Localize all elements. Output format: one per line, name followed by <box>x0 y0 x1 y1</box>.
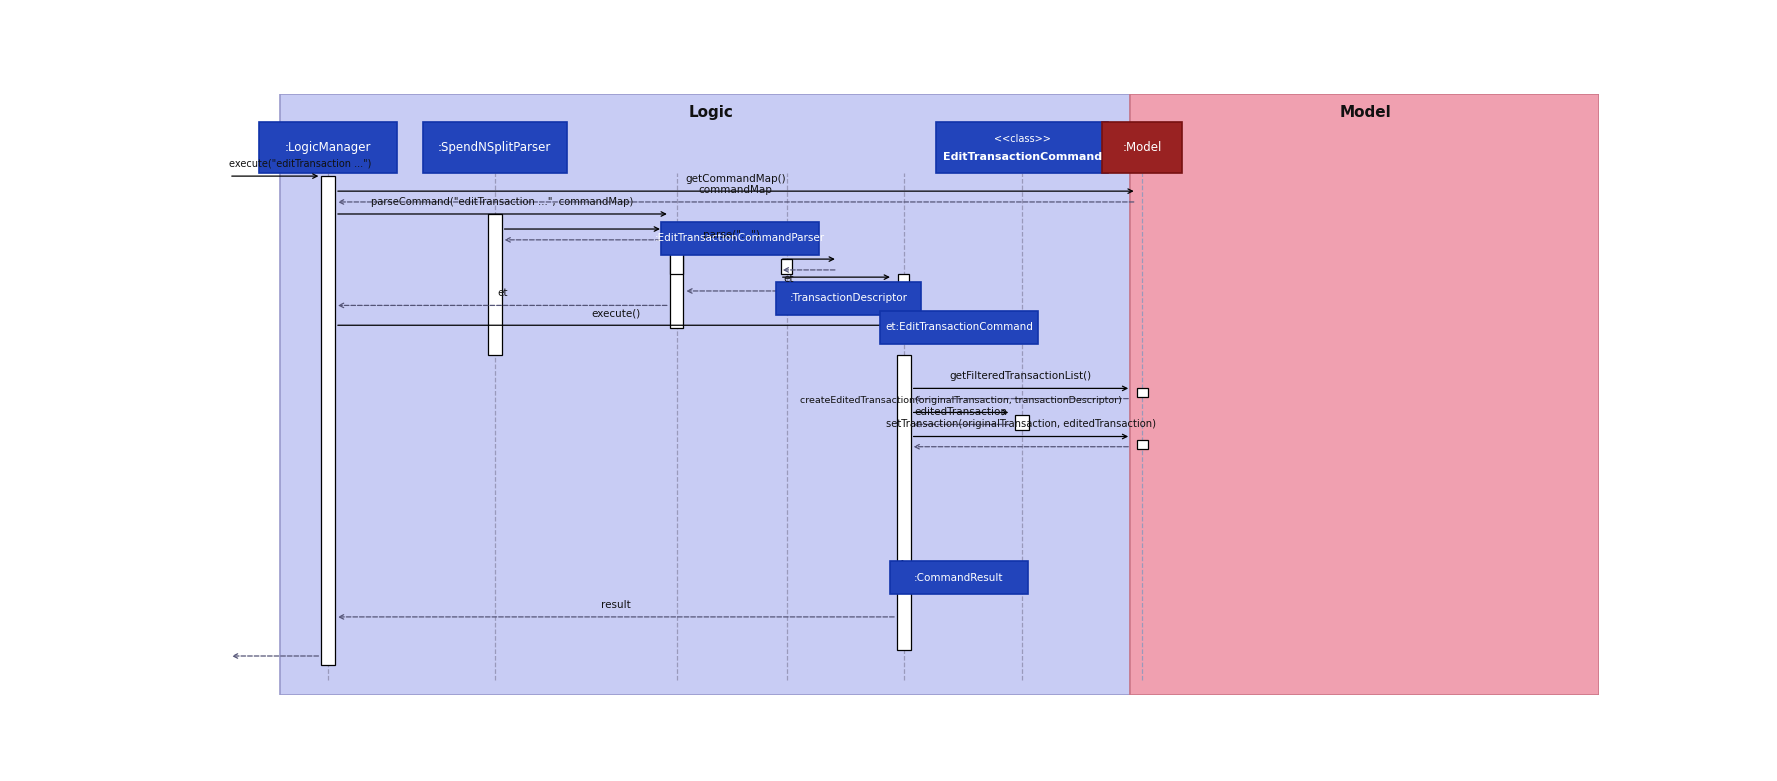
Bar <box>890 562 1027 594</box>
Bar <box>1130 94 1599 695</box>
Text: parse("..."): parse("...") <box>704 230 761 240</box>
Bar <box>661 222 819 255</box>
Text: et: et <box>784 274 793 284</box>
Bar <box>423 123 567 173</box>
Bar <box>880 311 1038 344</box>
Text: getFilteredTransactionList(): getFilteredTransactionList() <box>951 371 1091 381</box>
Text: commandMap: commandMap <box>698 185 773 194</box>
Text: :SpendNSplitParser: :SpendNSplitParser <box>439 141 551 155</box>
Bar <box>897 355 912 650</box>
Text: :LogicManager: :LogicManager <box>284 141 371 155</box>
Text: parseCommand("editTransaction ...", commandMap): parseCommand("editTransaction ...", comm… <box>371 197 634 207</box>
Text: editedTransaction: editedTransaction <box>915 407 1008 417</box>
Bar <box>777 282 920 315</box>
Bar <box>670 247 684 274</box>
Bar <box>1137 388 1148 398</box>
Text: <<class>>: <<class>> <box>993 134 1050 144</box>
Text: :EditTransactionCommandParser: :EditTransactionCommandParser <box>656 233 825 243</box>
Bar <box>489 214 501 355</box>
Bar <box>670 226 684 328</box>
Bar <box>322 176 336 665</box>
Bar <box>899 274 910 289</box>
Text: EditTransactionCommand: EditTransactionCommand <box>944 152 1102 162</box>
Text: execute("editTransaction ..."): execute("editTransaction ...") <box>229 159 371 169</box>
Bar <box>281 94 1130 695</box>
Text: result: result <box>601 600 631 610</box>
Text: :Model: :Model <box>1123 141 1162 155</box>
Text: :TransactionDescriptor: :TransactionDescriptor <box>789 293 908 303</box>
Text: setTransaction(originalTransaction, editedTransaction): setTransaction(originalTransaction, edit… <box>887 419 1155 430</box>
Text: getCommandMap(): getCommandMap() <box>686 174 785 184</box>
Bar <box>782 259 793 274</box>
Text: Model: Model <box>1340 105 1391 119</box>
Bar <box>1102 123 1182 173</box>
Text: et:EditTransactionCommand: et:EditTransactionCommand <box>885 322 1032 332</box>
Bar <box>936 123 1109 173</box>
Bar <box>259 123 396 173</box>
Bar <box>1015 415 1029 430</box>
Text: et: et <box>498 288 508 298</box>
Text: createEditedTransaction(originalTransaction, transactionDescriptor): createEditedTransaction(originalTransact… <box>800 396 1121 405</box>
Text: execute(): execute() <box>592 308 641 318</box>
Text: Logic: Logic <box>688 105 734 119</box>
Text: :CommandResult: :CommandResult <box>913 572 1004 583</box>
Bar <box>1137 440 1148 448</box>
